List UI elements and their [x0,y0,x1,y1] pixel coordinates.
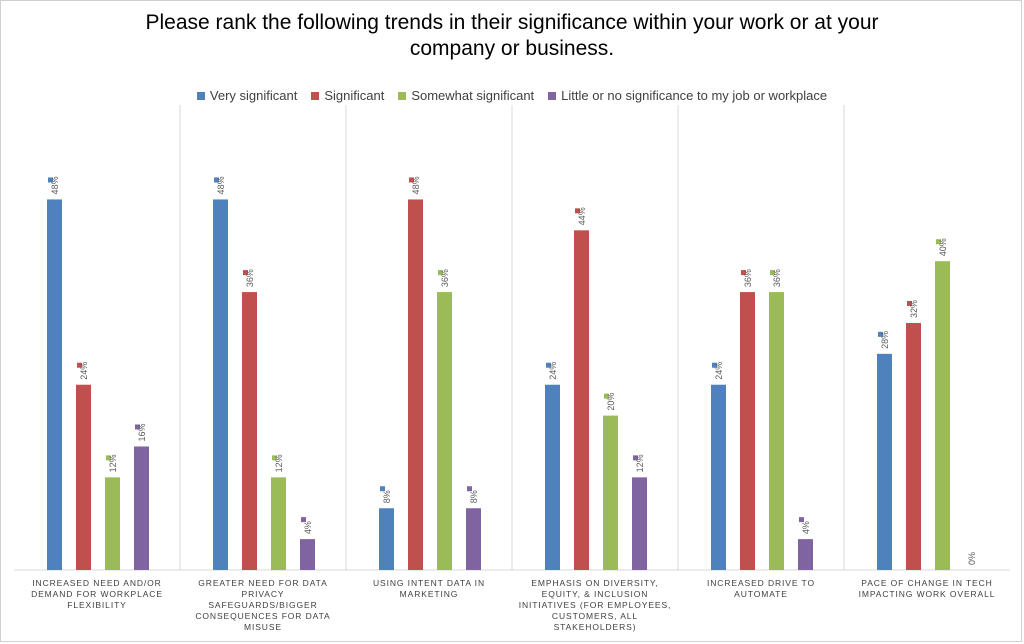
bar-2-1 [408,199,423,570]
data-marker-5-0 [878,331,883,337]
bar-0-2 [105,477,120,570]
data-label-2-3: 8% [469,490,479,503]
bar-1-3 [300,539,315,570]
data-marker-0-1 [77,362,82,368]
data-label-5-0: 28% [880,331,890,349]
data-marker-4-2 [770,270,775,276]
bar-5-1 [906,322,921,570]
data-marker-4-0 [712,362,717,368]
data-marker-3-2 [604,393,609,399]
data-label-3-1: 44% [577,207,587,225]
bar-3-1 [574,230,589,570]
data-label-4-3: 4% [801,521,811,534]
bar-3-0 [545,384,560,570]
legend-item-2: Somewhat significant [398,88,534,103]
bar-2-0 [379,508,394,570]
data-marker-2-1 [409,177,414,183]
category-label-0: Increased need and/or demand for workpla… [31,578,163,610]
bar-3-3 [632,477,647,570]
bar-0-0 [47,199,62,570]
data-label-2-2: 36% [440,269,450,287]
data-label-5-2: 40% [938,238,948,256]
data-label-1-3: 4% [303,521,313,534]
data-marker-0-2 [106,455,111,461]
bar-0-1 [76,384,91,570]
data-label-4-0: 24% [714,362,724,380]
bar-4-0 [711,384,726,570]
bar-1-1 [242,292,257,570]
legend-swatch-1 [311,91,320,100]
data-label-2-0: 8% [382,490,392,503]
legend-swatch-3 [548,91,557,100]
legend-swatch-0 [196,91,205,100]
category-label-3: Emphasis on diversity, equity, & inclusi… [518,578,672,632]
bar-0-3 [134,446,149,570]
data-marker-2-0 [380,486,385,492]
legend-item-1: Significant [311,88,384,103]
legend: Very significant Significant Somewhat sign… [0,88,1024,103]
data-marker-4-1 [741,270,746,276]
data-label-1-1: 36% [245,269,255,287]
category-label-5: Pace of change in tech impacting work ov… [858,578,996,599]
bar-3-2 [603,415,618,570]
bar-1-0 [213,199,228,570]
data-label-3-0: 24% [548,362,558,380]
data-label-5-1: 32% [909,300,919,318]
bar-4-2 [769,292,784,570]
data-marker-1-3 [301,517,306,523]
data-label-4-1: 36% [743,269,753,287]
data-label-1-0: 48% [216,176,226,194]
category-label-1: Greater need for data privacy safeguards… [195,578,331,632]
category-label-4: Increased drive to automate [707,578,815,599]
data-label-4-2: 36% [772,269,782,287]
data-marker-5-1 [907,300,912,306]
data-marker-0-3 [135,424,140,430]
bar-4-3 [798,539,813,570]
data-label-0-3: 16% [137,423,147,441]
data-label-0-2: 12% [108,454,118,472]
bar-2-2 [437,292,452,570]
data-marker-2-2 [438,270,443,276]
data-marker-2-3 [467,486,472,492]
data-marker-1-0 [214,177,219,183]
data-label-3-2: 20% [606,393,616,411]
legend-swatch-2 [398,91,407,100]
data-marker-4-3 [799,517,804,523]
bar-5-2 [935,261,950,570]
data-label-5-3: 0% [967,552,977,565]
bar-5-0 [877,353,892,570]
bar-4-1 [740,292,755,570]
data-label-1-2: 12% [274,454,284,472]
data-label-3-3: 12% [635,454,645,472]
data-label-0-0: 48% [50,176,60,194]
legend-item-0: Very significant [196,88,298,103]
data-marker-1-2 [272,455,277,461]
category-label-2: Using intent data in marketing [373,578,485,599]
legend-label-1: Significant [324,88,385,103]
bar-2-3 [466,508,481,570]
chart-title: Please rank the following trends in thei… [145,11,879,60]
bar-1-2 [271,477,286,570]
data-marker-5-2 [936,239,941,245]
data-marker-3-3 [633,455,638,461]
data-marker-0-0 [48,177,53,183]
legend-label-3: Little or no significance to my job or w… [561,88,828,103]
legend-label-2: Somewhat significant [411,88,535,103]
data-marker-1-1 [243,270,248,276]
legend-label-0: Very significant [209,88,298,103]
data-marker-3-1 [575,208,580,214]
data-label-0-1: 24% [79,362,89,380]
legend-item-3: Little or no significance to my job or w… [548,88,827,103]
data-marker-3-0 [546,362,551,368]
data-label-2-1: 48% [411,176,421,194]
